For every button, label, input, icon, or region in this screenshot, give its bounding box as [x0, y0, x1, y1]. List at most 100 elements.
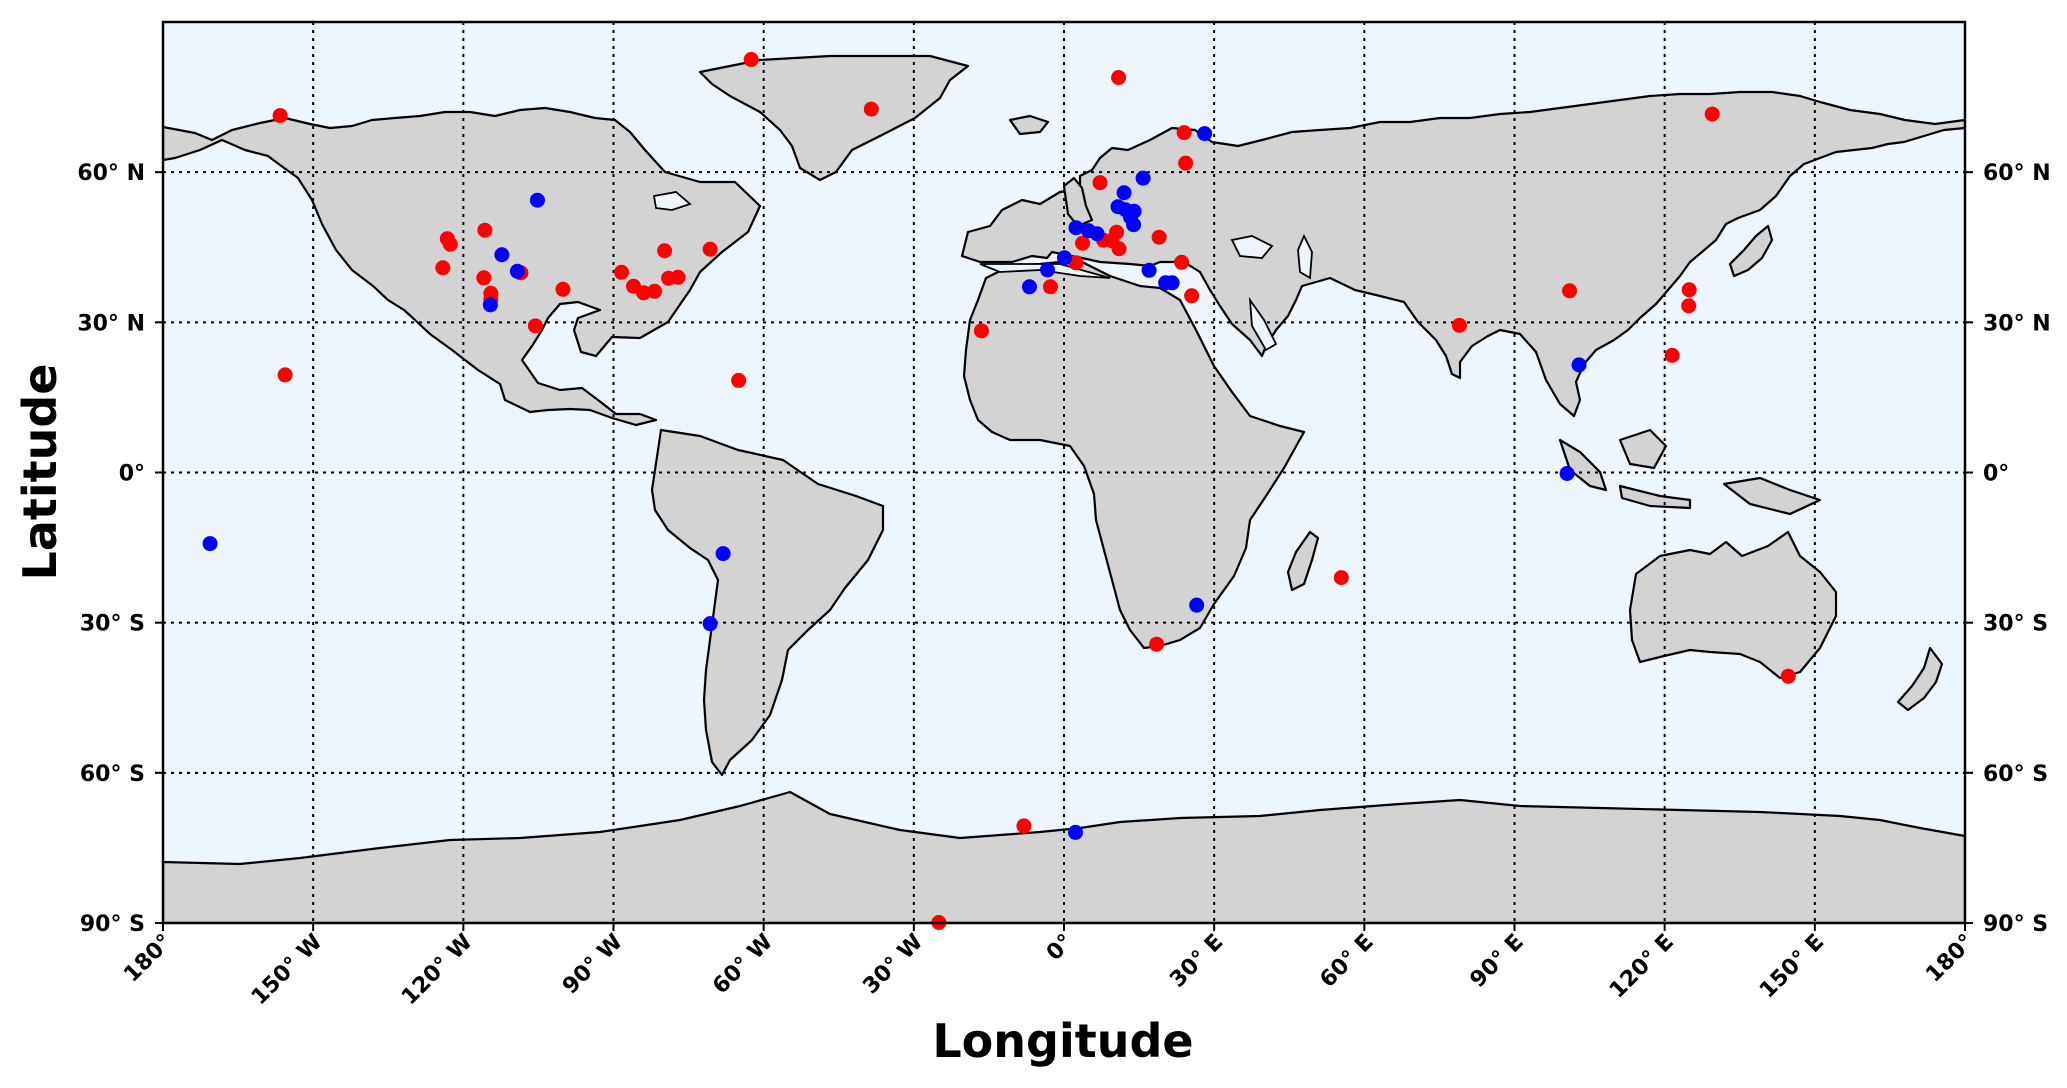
x-tick-label: 60° W	[708, 930, 778, 1000]
blue-station-point	[1559, 466, 1575, 482]
red-station-point	[731, 372, 747, 388]
red-station-point	[435, 260, 451, 276]
x-tick-label: 90° E	[1466, 930, 1529, 993]
x-tick-label: 120° W	[397, 930, 478, 1011]
blue-station-point	[1021, 279, 1037, 295]
madagascar-landmass	[1286, 530, 1320, 592]
blue-station-point	[1126, 203, 1142, 219]
y-tick-label-left: 60° N	[77, 161, 145, 186]
red-station-point	[1111, 241, 1127, 257]
iceland-landmass	[1008, 114, 1050, 136]
new-zealand-landmass	[1896, 646, 1944, 712]
blue-station-point	[702, 616, 718, 632]
y-tick-label-left: 30° N	[77, 311, 145, 336]
inland-water	[979, 263, 1111, 279]
x-tick-label: 30° W	[858, 930, 928, 1000]
y-tick-label-right: 30° S	[1983, 612, 2048, 637]
red-station-point	[1780, 668, 1796, 684]
blue-station-point	[1126, 217, 1142, 233]
inland-water	[1230, 235, 1274, 259]
blue-station-point	[1068, 220, 1084, 236]
red-station-point	[636, 285, 652, 301]
blue-station-point	[1057, 250, 1073, 266]
lakes-and-islands	[652, 191, 1313, 352]
inland-water	[1297, 233, 1313, 280]
x-tick-label: 120° E	[1605, 930, 1679, 1004]
red-station-point	[1704, 106, 1720, 122]
y-tick-label-left: 0°	[119, 462, 145, 487]
blue-station-point	[494, 247, 510, 263]
blue-station-point	[1135, 170, 1151, 186]
red-station-point	[1016, 818, 1032, 834]
red-station-point	[1333, 570, 1349, 586]
red-station-point	[527, 318, 543, 334]
y-tick-label-left: 60° S	[80, 762, 145, 787]
blue-station-point	[1039, 262, 1055, 278]
blue-station-point	[1141, 262, 1157, 278]
inland-water	[1248, 296, 1278, 352]
north-america-landmass	[163, 106, 762, 427]
red-station-point	[702, 241, 718, 257]
red-station-point	[1075, 235, 1091, 251]
x-tick-label: 180°	[119, 930, 177, 988]
x-tick-label: 150° E	[1755, 930, 1829, 1004]
x-tick-label: 180°	[1921, 930, 1979, 988]
blue-station-point	[1197, 126, 1213, 142]
red-station-point	[1111, 70, 1127, 86]
blue-station-point	[1189, 597, 1205, 613]
blue-station-point	[1571, 357, 1587, 373]
y-tick-label-right: 30° N	[1983, 311, 2051, 336]
red-station-point	[1178, 155, 1194, 171]
red-station-point	[1109, 224, 1125, 240]
red-station-point	[272, 108, 288, 124]
red-station-point	[1681, 298, 1697, 314]
red-station-point	[555, 281, 571, 297]
red-station-point	[1149, 636, 1165, 652]
station-points	[202, 52, 1796, 930]
x-tick-label: 0°	[1042, 930, 1078, 966]
y-tick-label-right: 0°	[1983, 462, 2009, 487]
blue-station-point	[1116, 185, 1132, 201]
blue-station-point	[202, 536, 218, 552]
x-tick-label: 60° E	[1315, 930, 1378, 993]
y-tick-label-left: 30° S	[80, 612, 145, 637]
australia-landmass	[1628, 530, 1838, 680]
red-station-point	[1664, 347, 1680, 363]
red-station-point	[1151, 229, 1167, 245]
red-station-point	[1174, 254, 1190, 270]
blue-station-point	[529, 192, 545, 208]
indonesia-landmass	[1558, 428, 1822, 516]
red-station-point	[1042, 279, 1058, 295]
y-tick-label-left: 90° S	[80, 912, 145, 937]
blue-station-point	[1164, 275, 1180, 291]
red-station-point	[1184, 288, 1200, 304]
red-station-point	[863, 101, 879, 117]
y-axis-title: Latitude	[13, 364, 67, 581]
red-station-point	[1068, 255, 1084, 271]
y-tick-label-right: 60° S	[1983, 762, 2048, 787]
red-station-point	[743, 52, 759, 68]
red-station-point	[442, 236, 458, 252]
africa-landmass	[962, 260, 1306, 650]
y-tick-label-right: 60° N	[1983, 161, 2051, 186]
blue-station-point	[482, 297, 498, 313]
red-station-point	[477, 222, 493, 238]
red-station-point	[670, 269, 686, 285]
red-station-point	[1562, 283, 1578, 299]
y-tick-label-right: 90° S	[1983, 912, 2048, 937]
inland-water	[652, 191, 692, 211]
blue-station-point	[1089, 226, 1105, 242]
red-station-point	[614, 264, 630, 280]
red-station-point	[277, 367, 293, 383]
x-tick-label: 150° W	[247, 930, 328, 1011]
blue-station-point	[715, 546, 731, 562]
tick-marks	[155, 171, 1973, 931]
greenland-landmass	[698, 54, 970, 182]
x-axis-title: Longitude	[932, 1014, 1193, 1068]
red-station-point	[1176, 125, 1192, 141]
red-station-point	[1092, 175, 1108, 191]
graticule-grid	[163, 22, 1965, 923]
blue-station-point	[509, 263, 525, 279]
red-station-point	[647, 283, 663, 299]
